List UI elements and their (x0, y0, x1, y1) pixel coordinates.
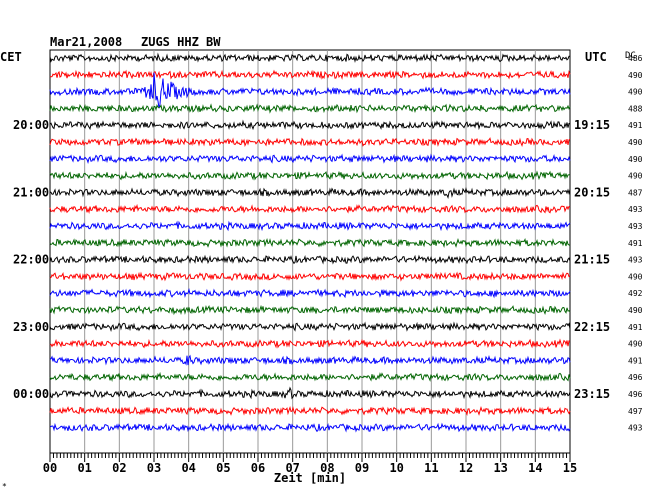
x-tick-label: 13 (493, 461, 507, 475)
x-tick-label: 07 (285, 461, 299, 475)
trace-row-0 (49, 52, 571, 63)
x-axis-label: Zeit [min] (274, 471, 346, 485)
left-time-label: 22:00 (13, 253, 49, 267)
trace-row-5 (49, 137, 571, 148)
dc-value: 491 (628, 323, 643, 332)
station-label: ZUGS HHZ BW (141, 35, 221, 49)
right-time-label: 20:15 (574, 185, 610, 199)
x-tick-label: 12 (459, 461, 473, 475)
left-time-labels: 20:00 21:00 22:00 23:00 00:00 (13, 118, 49, 401)
date-label: Mar21,2008 (50, 35, 122, 49)
trace-row-15 (49, 304, 571, 316)
trace-row-10 (49, 220, 571, 232)
right-time-label: 22:15 (574, 320, 610, 334)
dc-value: 496 (628, 390, 643, 399)
x-tick-label: 02 (112, 461, 126, 475)
right-time-label: 21:15 (574, 253, 610, 267)
right-time-label: 23:15 (574, 387, 610, 401)
right-time-label: 19:15 (574, 118, 610, 132)
seismic-traces (49, 52, 571, 433)
dc-value: 488 (628, 104, 643, 113)
right-time-labels: 19:15 20:15 21:15 22:15 23:15 (574, 118, 610, 401)
dc-header: DC (625, 51, 636, 61)
dc-value: 493 (628, 256, 643, 265)
dc-value: 490 (628, 340, 643, 349)
x-tick-label: 06 (251, 461, 265, 475)
dc-value: 493 (628, 424, 643, 433)
dc-value: 486 (628, 54, 643, 63)
dc-value: 490 (628, 172, 643, 181)
dc-value: 492 (628, 289, 643, 298)
dc-value: 487 (628, 188, 643, 197)
x-tick-label: 04 (181, 461, 195, 475)
x-tick-label: 10 (389, 461, 403, 475)
x-tick-label: 08 (320, 461, 334, 475)
trace-row-22 (49, 422, 571, 433)
trace-row-13 (49, 271, 571, 282)
trace-row-3 (49, 103, 571, 114)
dc-value: 490 (628, 138, 643, 147)
corner-mark: * (2, 482, 7, 491)
dc-value: 493 (628, 205, 643, 214)
trace-row-1 (49, 69, 571, 80)
trace-row-16 (49, 321, 571, 333)
trace-row-17 (49, 338, 571, 349)
dc-value: 490 (628, 88, 643, 97)
x-tick-label: 09 (355, 461, 369, 475)
trace-row-14 (49, 287, 571, 299)
dc-values: 486 490 490 488 491 490 490 490 487 493 493 491 493 4… (628, 54, 643, 433)
trace-row-18 (49, 354, 571, 366)
dc-value: 491 (628, 121, 643, 130)
dc-value: 490 (628, 155, 643, 164)
dc-value: 491 (628, 239, 643, 248)
dc-value: 490 (628, 306, 643, 315)
dc-value: 491 (628, 356, 643, 365)
dc-value: 493 (628, 222, 643, 231)
trace-row-4 (49, 119, 571, 131)
x-tick-label: 00 (43, 461, 57, 475)
trace-row-7 (49, 170, 570, 181)
dc-value: 496 (628, 373, 643, 382)
x-tick-label: 11 (424, 461, 438, 475)
dc-value: 490 (628, 71, 643, 80)
dc-value: 490 (628, 272, 643, 281)
x-tick-label: 14 (528, 461, 542, 475)
left-time-label: 23:00 (13, 320, 49, 334)
left-time-label: 00:00 (13, 387, 49, 401)
trace-row-21 (49, 405, 571, 416)
x-axis: 00 01 02 03 04 05 06 07 08 09 10 11 12 13 14 15 (43, 453, 577, 475)
x-tick-label: 01 (77, 461, 91, 475)
left-time-label: 21:00 (13, 185, 49, 199)
trace-row-6 (49, 153, 571, 165)
trace-row-19 (49, 371, 571, 382)
utc-label: UTC (585, 50, 607, 64)
x-tick-label: 15 (563, 461, 577, 475)
trace-row-11 (49, 237, 571, 248)
x-tick-label: 05 (216, 461, 230, 475)
dc-value: 497 (628, 407, 643, 416)
vertical-grid (84, 50, 536, 453)
trace-row-2 (49, 72, 571, 109)
trace-row-8 (49, 187, 571, 200)
left-time-label: 20:00 (13, 118, 49, 132)
trace-row-12 (49, 254, 571, 265)
cet-label: CET (0, 50, 22, 64)
x-tick-label: 03 (147, 461, 161, 475)
trace-row-9 (49, 203, 571, 214)
trace-row-20 (49, 386, 571, 400)
